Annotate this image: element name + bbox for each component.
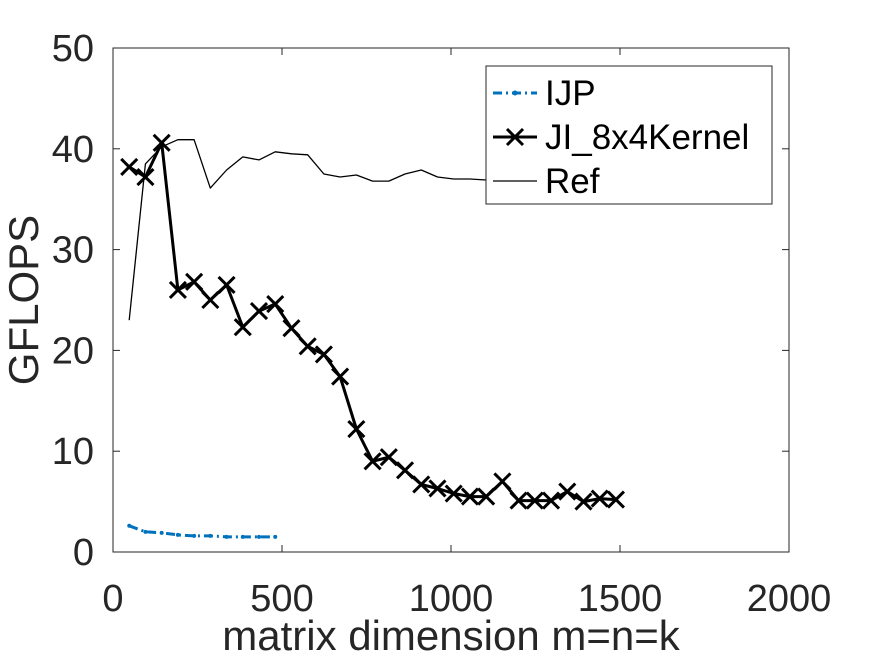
data-point-x-marker xyxy=(525,491,544,510)
data-point-x-marker xyxy=(233,318,252,337)
series-layer xyxy=(120,133,626,539)
data-point-x-marker xyxy=(331,367,350,386)
data-point-x-marker xyxy=(136,167,155,187)
x-axis-label: matrix dimension m=n=k xyxy=(222,612,681,654)
data-point-x-marker xyxy=(168,280,187,299)
y-tick-label: 40 xyxy=(52,129,94,171)
y-tick-label: 20 xyxy=(52,330,94,372)
legend: IJP JI_8x4Kernel Ref xyxy=(485,65,773,205)
legend-label: Ref xyxy=(545,162,600,201)
legend-label: JI_8x4Kernel xyxy=(545,118,749,157)
data-point-x-marker xyxy=(541,491,561,510)
y-tick-label: 50 xyxy=(52,28,94,70)
x-tick-label: 0 xyxy=(102,578,123,620)
data-point-x-marker xyxy=(314,345,333,364)
legend-entry: JI_8x4Kernel xyxy=(493,118,749,157)
data-point-x-marker xyxy=(347,419,366,439)
data-point-x-marker xyxy=(363,452,382,471)
data-point-x-marker xyxy=(558,482,577,501)
data-point-x-marker xyxy=(590,489,609,508)
data-point-x-marker xyxy=(298,337,317,356)
data-point-dot xyxy=(208,533,213,538)
data-point-x-marker xyxy=(379,448,398,467)
y-tick-label: 30 xyxy=(52,230,94,272)
data-point-dot xyxy=(175,532,180,537)
data-point-dot xyxy=(127,523,132,528)
legend-entry: Ref xyxy=(493,162,600,201)
data-point-x-marker xyxy=(509,491,528,510)
data-point-x-marker xyxy=(428,479,447,498)
y-tick-label: 0 xyxy=(73,532,94,574)
data-point-x-marker xyxy=(282,319,301,338)
legend-x-marker xyxy=(505,127,525,147)
series-line-ijp xyxy=(128,524,276,539)
data-point-dot xyxy=(143,529,148,534)
legend-entry: IJP xyxy=(493,74,596,113)
y-axis-label: GFLOPS xyxy=(0,215,47,385)
data-point-x-marker xyxy=(249,302,269,321)
data-point-x-marker xyxy=(185,272,204,291)
data-point-x-marker xyxy=(201,290,220,310)
x-tick-label: 1000 xyxy=(409,578,494,620)
data-point-x-marker xyxy=(477,487,496,506)
y-tick-label: 10 xyxy=(52,431,94,473)
data-point-dot xyxy=(240,534,245,539)
data-point-x-marker xyxy=(574,492,593,511)
data-point-x-marker xyxy=(412,475,431,494)
data-point-x-marker xyxy=(606,490,626,509)
data-point-x-marker xyxy=(217,275,236,294)
x-tick-label: 500 xyxy=(250,578,313,620)
data-point-x-marker xyxy=(395,461,415,480)
data-point-x-marker xyxy=(460,487,479,506)
y-axis: 0 10 20 30 40 50 xyxy=(52,28,789,574)
x-tick-label: 2000 xyxy=(747,578,832,620)
data-point-x-marker xyxy=(444,484,463,503)
data-point-x-marker xyxy=(266,294,285,314)
data-point-dot xyxy=(224,534,229,539)
legend-dot-marker xyxy=(512,90,518,96)
data-point-x-marker xyxy=(152,133,171,152)
data-point-dot xyxy=(273,534,278,539)
x-tick-label: 1500 xyxy=(578,578,663,620)
data-point-dot xyxy=(192,533,197,538)
data-point-x-marker xyxy=(120,157,139,177)
legend-label: IJP xyxy=(545,74,596,113)
data-point-dot xyxy=(257,534,262,539)
data-point-x-marker xyxy=(493,472,512,491)
data-point-dot xyxy=(159,530,164,535)
x-axis: 0 500 1000 1500 2000 xyxy=(102,48,831,620)
